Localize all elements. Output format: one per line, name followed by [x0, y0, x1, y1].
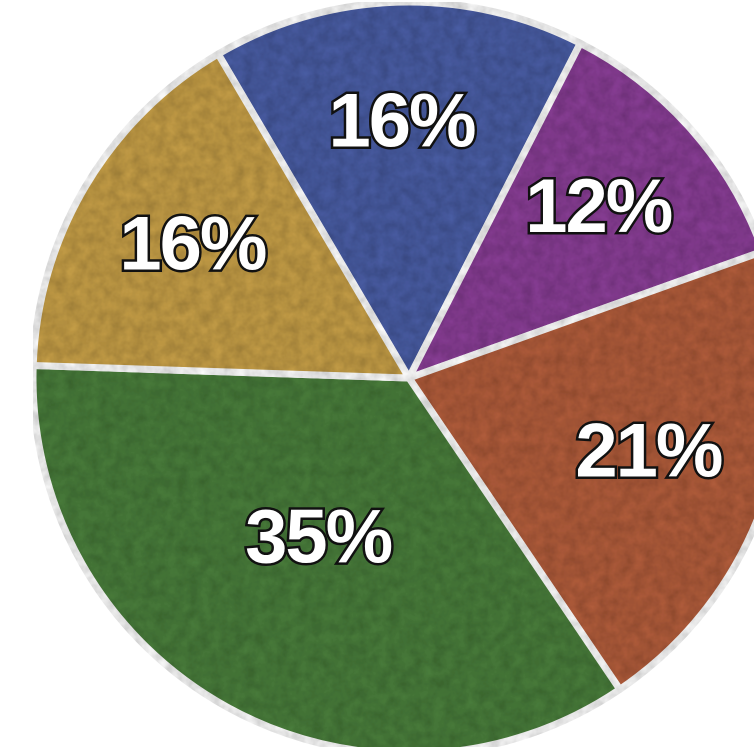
labels: 16% 12% 21% 35% 16% [117, 76, 727, 582]
slice-label: 35% [245, 495, 392, 580]
slice-label: 21% [575, 408, 722, 493]
slice-label: 16% [328, 78, 475, 163]
pie-slice [29, 362, 624, 747]
pie-slice [405, 39, 754, 382]
pie-slice [405, 250, 754, 693]
slice-label: 16% [119, 201, 266, 286]
slices [29, 0, 754, 747]
pie-slice [29, 50, 413, 382]
slice-label: 12% [525, 164, 672, 249]
pie-slice [214, 0, 584, 382]
